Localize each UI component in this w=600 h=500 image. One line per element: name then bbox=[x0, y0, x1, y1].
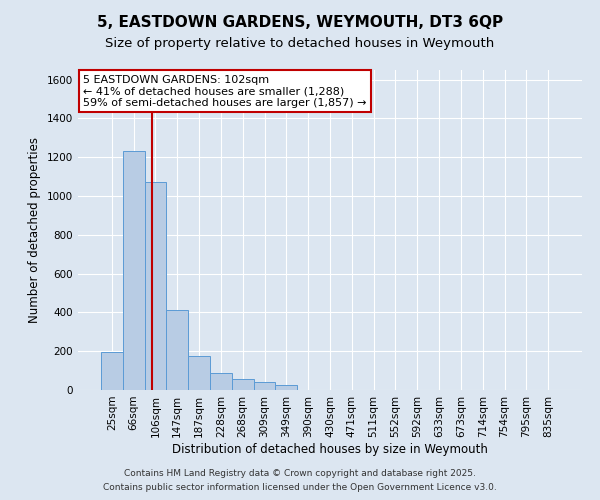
Text: Contains HM Land Registry data © Crown copyright and database right 2025.: Contains HM Land Registry data © Crown c… bbox=[124, 468, 476, 477]
Text: 5 EASTDOWN GARDENS: 102sqm
← 41% of detached houses are smaller (1,288)
59% of s: 5 EASTDOWN GARDENS: 102sqm ← 41% of deta… bbox=[83, 75, 367, 108]
Bar bbox=[188, 356, 210, 390]
Bar bbox=[254, 382, 275, 390]
Bar bbox=[123, 152, 145, 390]
X-axis label: Distribution of detached houses by size in Weymouth: Distribution of detached houses by size … bbox=[172, 442, 488, 456]
Bar bbox=[210, 372, 232, 390]
Bar bbox=[166, 310, 188, 390]
Y-axis label: Number of detached properties: Number of detached properties bbox=[28, 137, 41, 323]
Bar bbox=[232, 380, 254, 390]
Text: 5, EASTDOWN GARDENS, WEYMOUTH, DT3 6QP: 5, EASTDOWN GARDENS, WEYMOUTH, DT3 6QP bbox=[97, 15, 503, 30]
Text: Contains public sector information licensed under the Open Government Licence v3: Contains public sector information licen… bbox=[103, 484, 497, 492]
Text: Size of property relative to detached houses in Weymouth: Size of property relative to detached ho… bbox=[106, 38, 494, 51]
Bar bbox=[145, 182, 166, 390]
Bar bbox=[101, 352, 123, 390]
Bar bbox=[275, 385, 297, 390]
